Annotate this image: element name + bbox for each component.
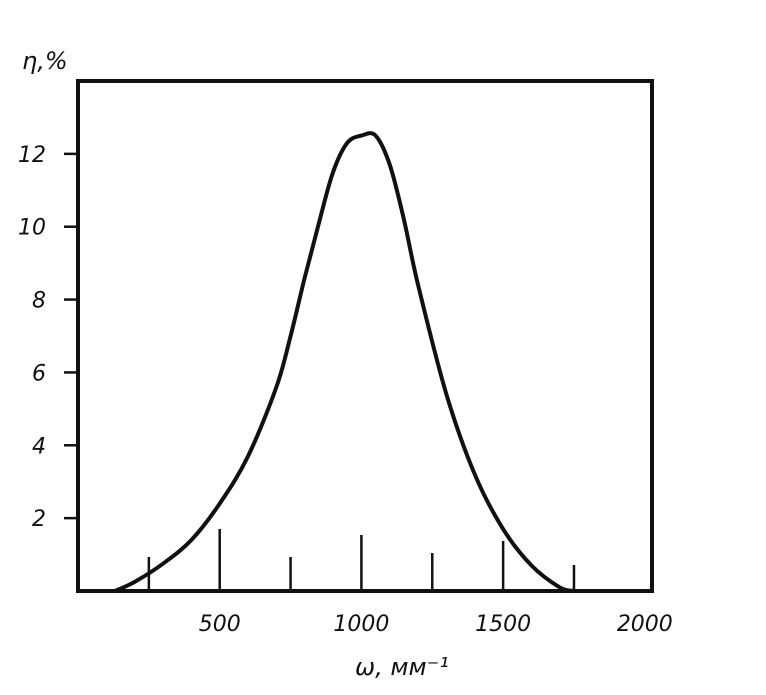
x-tick-label: 1500 [475, 612, 531, 637]
x-tick-labels: 500 1000 1500 2000 [199, 612, 673, 637]
y-tick-label: 4 [32, 434, 46, 459]
x-tick-label: 2000 [617, 612, 673, 637]
y-tick-label: 10 [18, 216, 46, 241]
y-tick-labels: 2 4 6 8 10 12 [18, 143, 46, 532]
x-tick-label: 1000 [333, 612, 389, 637]
y-tick-label: 12 [18, 143, 46, 168]
y-axis-label: η,% [22, 47, 68, 75]
efficiency-curve [112, 131, 576, 593]
y-ticks [64, 152, 78, 520]
y-tick-label: 8 [32, 289, 46, 314]
minor-ticks [147, 529, 576, 591]
x-tick-label: 500 [199, 612, 241, 637]
y-tick-label: 2 [32, 507, 46, 532]
x-axis-label: ω, мм⁻¹ [355, 653, 449, 681]
plot-frame [76, 79, 654, 593]
y-tick-label: 6 [32, 361, 46, 386]
